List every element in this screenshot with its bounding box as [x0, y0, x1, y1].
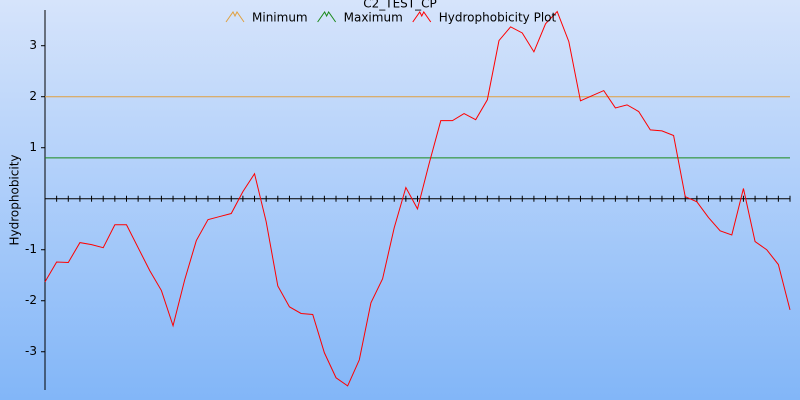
y-tick-label: 1 — [29, 140, 37, 154]
y-tick-label: -1 — [25, 242, 37, 256]
y-tick-label: 2 — [29, 89, 37, 103]
legend-label: Minimum — [252, 11, 308, 25]
y-axis-label: Hydrophobicity — [8, 154, 22, 245]
y-tick-label: -3 — [25, 344, 37, 358]
legend-label: Hydrophobicity Plot — [439, 11, 557, 25]
legend-icon — [317, 11, 337, 23]
chart-title: C2_TEST_CP — [363, 0, 437, 11]
legend-icon — [225, 11, 245, 23]
data-line — [44, 10, 791, 387]
y-tick-label: -2 — [25, 293, 37, 307]
y-tick-label: 3 — [29, 38, 37, 52]
legend-icon — [412, 11, 432, 23]
legend-label: Maximum — [344, 11, 403, 25]
